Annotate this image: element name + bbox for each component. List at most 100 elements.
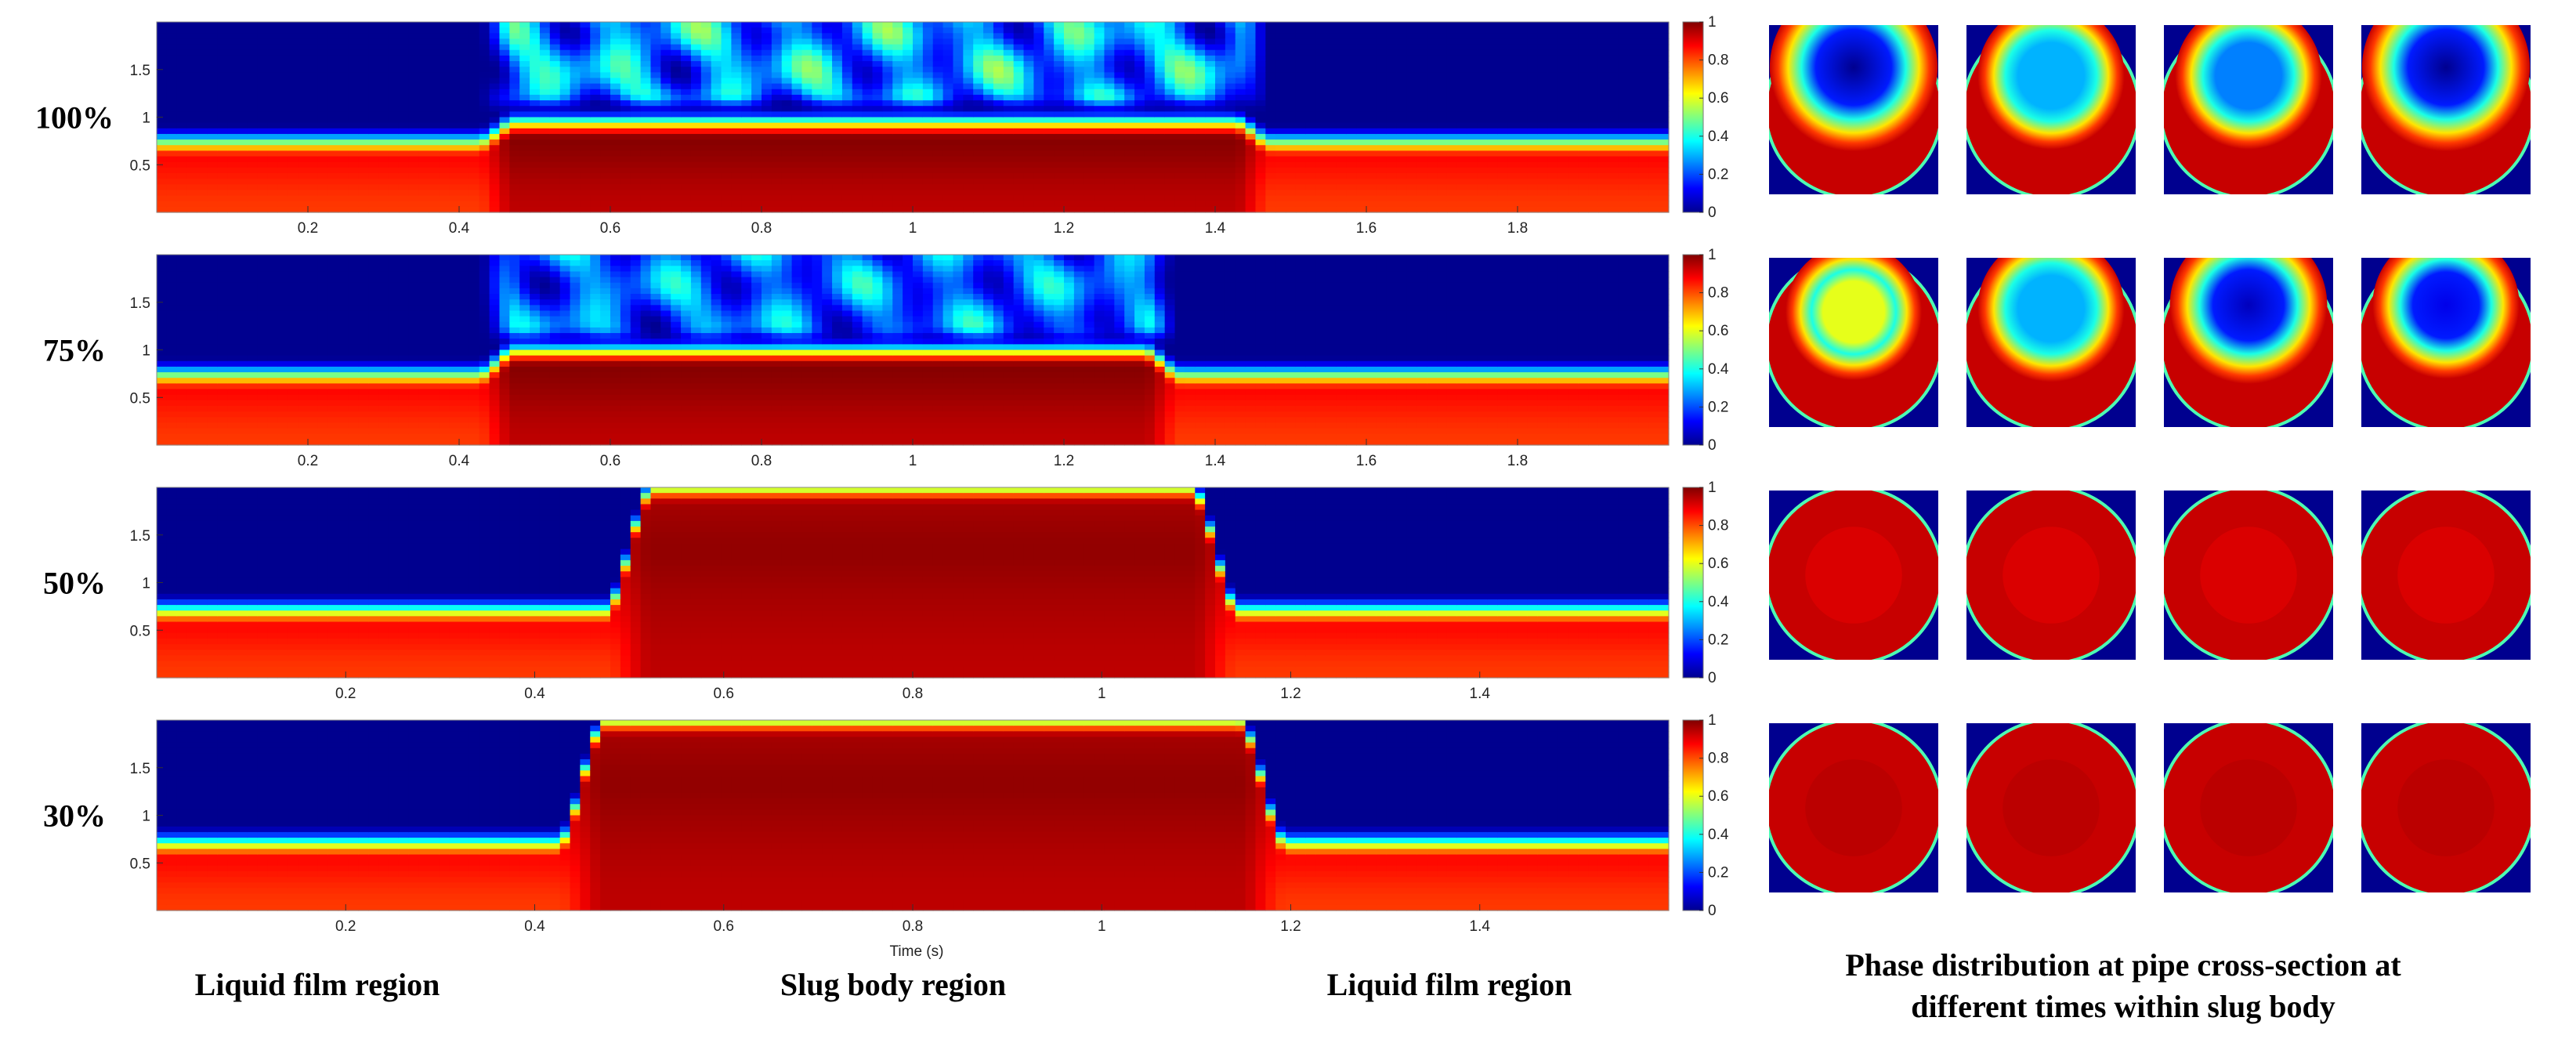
heatmap-cell: [439, 106, 450, 112]
heatmap-cell: [1235, 133, 1246, 140]
heatmap-cell: [530, 195, 541, 202]
heatmap-cell: [841, 172, 853, 179]
heatmap-cell: [731, 133, 742, 140]
heatmap-cell: [207, 111, 218, 118]
heatmap-cell: [308, 72, 319, 79]
heatmap-cell: [197, 161, 208, 168]
heatmap-cell: [288, 61, 298, 67]
heatmap-cell: [1174, 190, 1185, 197]
heatmap-cell: [1467, 27, 1478, 34]
heatmap-cell: [1547, 89, 1559, 96]
heatmap-cell: [640, 139, 652, 146]
heatmap-cell: [1245, 94, 1257, 101]
heatmap-cell: [1305, 72, 1317, 79]
heatmap-cell: [1437, 100, 1448, 107]
heatmap-cell: [368, 83, 379, 90]
heatmap-cell: [308, 190, 319, 197]
heatmap-cell: [1487, 67, 1498, 73]
heatmap-cell: [650, 172, 661, 179]
heatmap-cell: [1507, 139, 1518, 146]
heatmap-cell: [1124, 61, 1135, 67]
heatmap-cell: [539, 139, 551, 146]
heatmap-cell: [1154, 100, 1166, 107]
heatmap-cell: [308, 100, 319, 107]
heatmap-cell: [751, 172, 762, 179]
heatmap-cell: [479, 78, 490, 85]
heatmap-cell: [1134, 44, 1145, 51]
heatmap-cell: [227, 206, 238, 213]
heatmap-cell: [1154, 201, 1166, 208]
heatmap-cell: [1547, 150, 1559, 157]
heatmap-cell: [358, 156, 369, 163]
heatmap-cell: [660, 122, 671, 129]
heatmap-cell: [610, 195, 621, 202]
heatmap-cell: [1518, 100, 1529, 107]
heatmap-cell: [1013, 156, 1025, 163]
heatmap-cell: [953, 44, 964, 51]
heatmap-cell: [791, 139, 803, 146]
heatmap-cell: [358, 49, 369, 56]
heatmap-cell: [1013, 206, 1025, 213]
heatmap-cell: [308, 33, 319, 40]
heatmap-cell: [1326, 49, 1337, 56]
heatmap-cell: [973, 61, 984, 67]
heatmap-cell: [408, 22, 420, 28]
heatmap-cell: [1185, 27, 1196, 34]
heatmap-cell: [862, 133, 874, 140]
heatmap-cell: [1376, 72, 1387, 79]
heatmap-cell: [1315, 201, 1327, 208]
heatmap-cell: [1628, 100, 1639, 107]
heatmap-cell: [1295, 72, 1307, 79]
heatmap-cell: [1104, 111, 1115, 118]
heatmap-cell: [1033, 111, 1044, 118]
heatmap-cell: [489, 78, 501, 85]
heatmap-cell: [1073, 139, 1085, 146]
heatmap-cell: [1225, 179, 1236, 185]
heatmap-cell: [1205, 49, 1216, 56]
heatmap-cell: [1416, 206, 1427, 213]
heatmap-cell: [277, 133, 288, 140]
heatmap-cell: [1568, 100, 1579, 107]
heatmap-cell: [1588, 100, 1599, 107]
heatmap-cell: [640, 100, 652, 107]
heatmap-cell: [1628, 139, 1639, 146]
heatmap-cell: [247, 27, 259, 34]
heatmap-cell: [1094, 38, 1105, 45]
heatmap-cell: [267, 49, 278, 56]
heatmap-cell: [640, 190, 652, 197]
heatmap-cell: [459, 72, 470, 79]
heatmap-cell: [620, 38, 631, 45]
heatmap-cell: [1013, 94, 1025, 101]
heatmap-cell: [892, 44, 903, 51]
heatmap-cell: [1205, 161, 1216, 168]
heatmap-cell: [872, 117, 883, 124]
heatmap-cell: [1588, 27, 1599, 34]
heatmap-cell: [509, 128, 520, 135]
heatmap-cell: [1104, 201, 1115, 208]
heatmap-cell: [1144, 122, 1156, 129]
heatmap-cell: [479, 61, 490, 67]
heatmap-cell: [1124, 139, 1135, 146]
heatmap-cell: [942, 161, 954, 168]
heatmap-cell: [1487, 55, 1498, 62]
heatmap-cell: [1195, 94, 1206, 101]
heatmap-cell: [388, 172, 400, 179]
heatmap-cell: [166, 201, 178, 208]
heatmap-cell: [479, 184, 490, 191]
heatmap-cell: [539, 67, 551, 73]
heatmap-cell: [812, 179, 823, 185]
heatmap-cell: [1215, 206, 1226, 213]
heatmap-cell: [1134, 117, 1145, 124]
heatmap-cell: [1255, 167, 1266, 174]
heatmap-cell: [1033, 27, 1044, 34]
heatmap-cell: [671, 38, 682, 45]
heatmap-cell: [610, 184, 621, 191]
heatmap-cell: [932, 33, 944, 40]
heatmap-cell: [459, 156, 470, 163]
heatmap-cell: [731, 145, 742, 151]
heatmap-cell: [1195, 201, 1206, 208]
heatmap-cell: [852, 122, 863, 129]
heatmap-cell: [408, 89, 420, 96]
heatmap-cell: [1427, 100, 1438, 107]
heatmap-cell: [1558, 150, 1568, 157]
